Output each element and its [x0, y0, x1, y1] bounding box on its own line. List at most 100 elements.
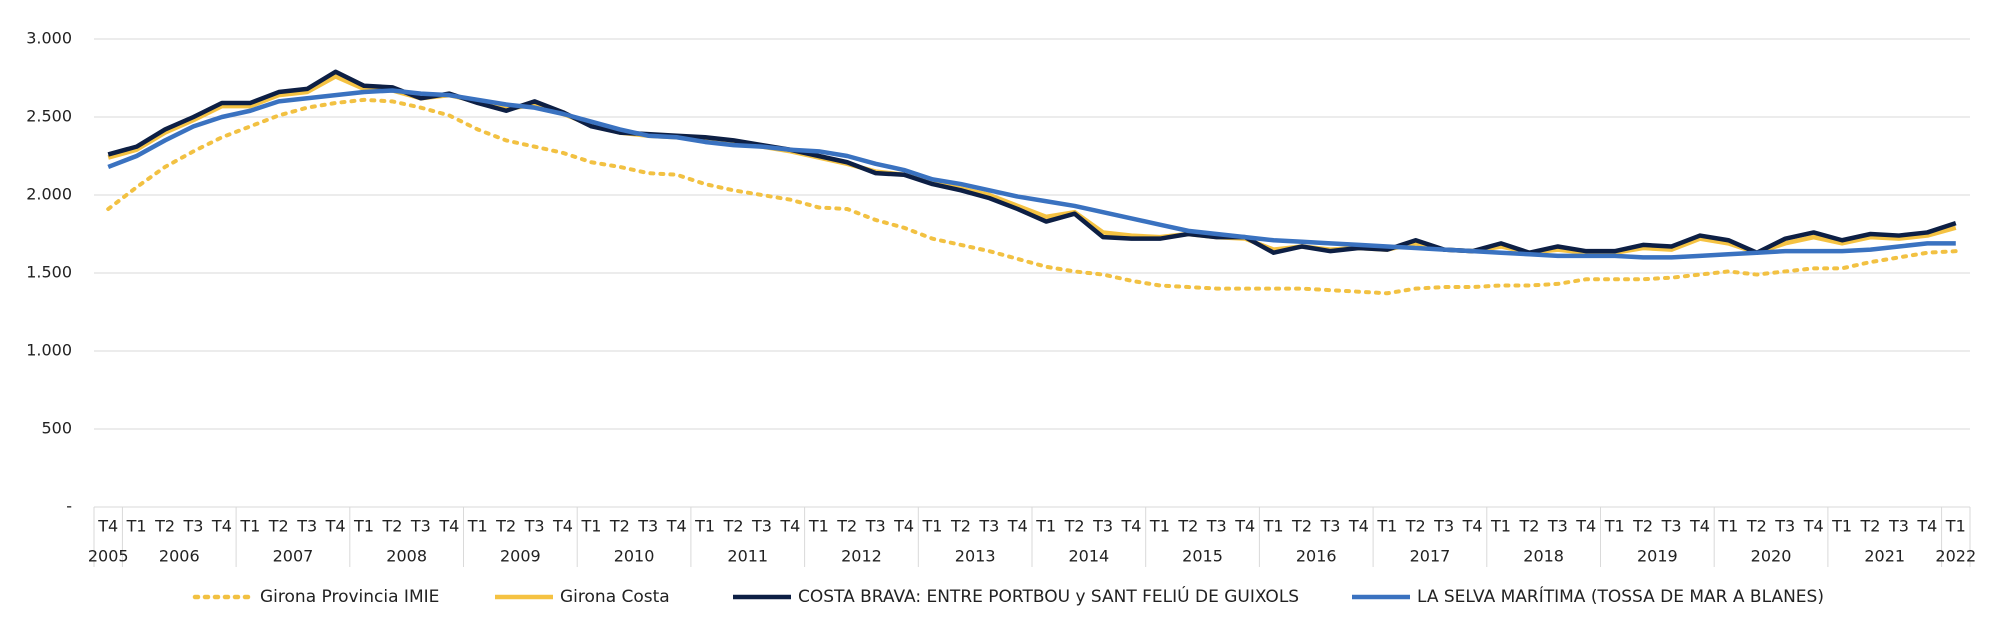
x-tick-label: T1 [922, 517, 943, 536]
x-tick-label: T4 [1689, 517, 1710, 536]
x-tick-label: T3 [296, 517, 317, 536]
x-tick-label: T4 [779, 517, 800, 536]
x-tick-label: T1 [126, 517, 147, 536]
year-label: 2015 [1182, 547, 1223, 566]
year-label: 2010 [614, 547, 655, 566]
x-tick-label: T3 [1092, 517, 1113, 536]
x-tick-label: T4 [1348, 517, 1369, 536]
year-label: 2017 [1410, 547, 1451, 566]
series-line [107, 69, 1957, 255]
x-tick-label: T4 [438, 517, 459, 536]
x-tick-label: T2 [836, 517, 857, 536]
x-tick-label: T1 [1604, 517, 1625, 536]
x-tick-label: T2 [1632, 517, 1653, 536]
x-tick-label: T3 [410, 517, 431, 536]
legend-label: LA SELVA MARÍTIMA (TOSSA DE MAR A BLANES… [1417, 585, 1824, 607]
x-tick-label: T3 [1206, 517, 1227, 536]
x-tick-label: T4 [325, 517, 346, 536]
x-tick-label: T2 [381, 517, 402, 536]
x-tick-label: T2 [950, 517, 971, 536]
x-tick-label: T3 [1547, 517, 1568, 536]
legend-label: Girona Costa [560, 587, 670, 607]
year-label: 2006 [159, 547, 200, 566]
y-tick-label: 1.500 [26, 263, 72, 282]
y-tick-label: 1.000 [26, 341, 72, 360]
x-tick-label: T1 [1717, 517, 1738, 536]
series-line [107, 74, 1957, 255]
x-tick-label: T4 [1007, 517, 1028, 536]
y-tick-label: - [66, 497, 72, 516]
x-tick-label: T1 [1831, 517, 1852, 536]
year-label: 2005 [88, 547, 129, 566]
x-tick-label: T3 [183, 517, 204, 536]
x-tick-label: T1 [808, 517, 829, 536]
x-tick-label: T4 [666, 517, 687, 536]
x-tick-label: T3 [1433, 517, 1454, 536]
series-line [106, 97, 1958, 296]
x-tick-label: T1 [1490, 517, 1511, 536]
legend-label: Girona Provincia IMIE [260, 587, 439, 607]
year-label: 2011 [727, 547, 768, 566]
x-tick-label: T1 [467, 517, 488, 536]
x-tick-label: T3 [1319, 517, 1340, 536]
year-label: 2018 [1523, 547, 1564, 566]
x-tick-label: T1 [239, 517, 260, 536]
x-tick-label: T3 [524, 517, 545, 536]
x-tick-label: T2 [723, 517, 744, 536]
x-tick-label: T1 [1149, 517, 1170, 536]
year-label: 2022 [1935, 547, 1976, 566]
x-tick-label: T1 [1376, 517, 1397, 536]
x-tick-label: T1 [580, 517, 601, 536]
x-tick-label: T3 [637, 517, 658, 536]
x-tick-label: T4 [97, 517, 118, 536]
year-label: 2016 [1296, 547, 1337, 566]
x-tick-label: T2 [495, 517, 516, 536]
x-tick-label: T2 [1518, 517, 1539, 536]
series-line [107, 88, 1956, 260]
x-tick-label: T1 [1263, 517, 1284, 536]
legend: Girona Provincia IMIE Girona Costa COSTA B… [192, 585, 1824, 607]
year-label: 2013 [955, 547, 996, 566]
x-tick-label: T2 [1860, 517, 1881, 536]
x-tick-label: T2 [1291, 517, 1312, 536]
x-tick-label: T4 [893, 517, 914, 536]
x-tick-label: T1 [1945, 517, 1966, 536]
x-tick-label: T4 [1121, 517, 1142, 536]
year-label: 2020 [1751, 547, 1792, 566]
legend-label: COSTA BRAVA: ENTRE PORTBOU y SANT FELIÚ … [798, 585, 1299, 607]
x-tick-label: T3 [751, 517, 772, 536]
x-tick-label: T2 [154, 517, 175, 536]
year-label: 2009 [500, 547, 541, 566]
x-tick-label: T2 [1064, 517, 1085, 536]
year-label: 2008 [386, 547, 427, 566]
x-tick-label: T4 [211, 517, 232, 536]
x-tick-label: T3 [978, 517, 999, 536]
x-tick-label: T1 [353, 517, 374, 536]
x-tick-label: T2 [268, 517, 289, 536]
year-label: 2021 [1864, 547, 1905, 566]
x-tick-label: T4 [1575, 517, 1596, 536]
y-tick-label: 2.500 [26, 107, 72, 126]
y-tick-label: 2.000 [26, 185, 72, 204]
year-label: 2012 [841, 547, 882, 566]
x-tick-label: T3 [865, 517, 886, 536]
y-tick-label: 500 [41, 419, 72, 438]
x-tick-label: T3 [1888, 517, 1909, 536]
x-tick-label: T1 [694, 517, 715, 536]
x-tick-label: T3 [1774, 517, 1795, 536]
x-tick-label: T4 [552, 517, 573, 536]
x-tick-label: T3 [1661, 517, 1682, 536]
year-label: 2014 [1068, 547, 1109, 566]
year-label: 2019 [1637, 547, 1678, 566]
x-tick-label: T2 [1405, 517, 1426, 536]
x-tick-label: T4 [1916, 517, 1937, 536]
y-tick-label: 3.000 [26, 29, 72, 48]
x-tick-label: T2 [1746, 517, 1767, 536]
year-label: 2007 [273, 547, 314, 566]
x-tick-label: T1 [1035, 517, 1056, 536]
x-tick-label: T4 [1234, 517, 1255, 536]
x-tick-label: T2 [609, 517, 630, 536]
x-tick-label: T4 [1462, 517, 1483, 536]
